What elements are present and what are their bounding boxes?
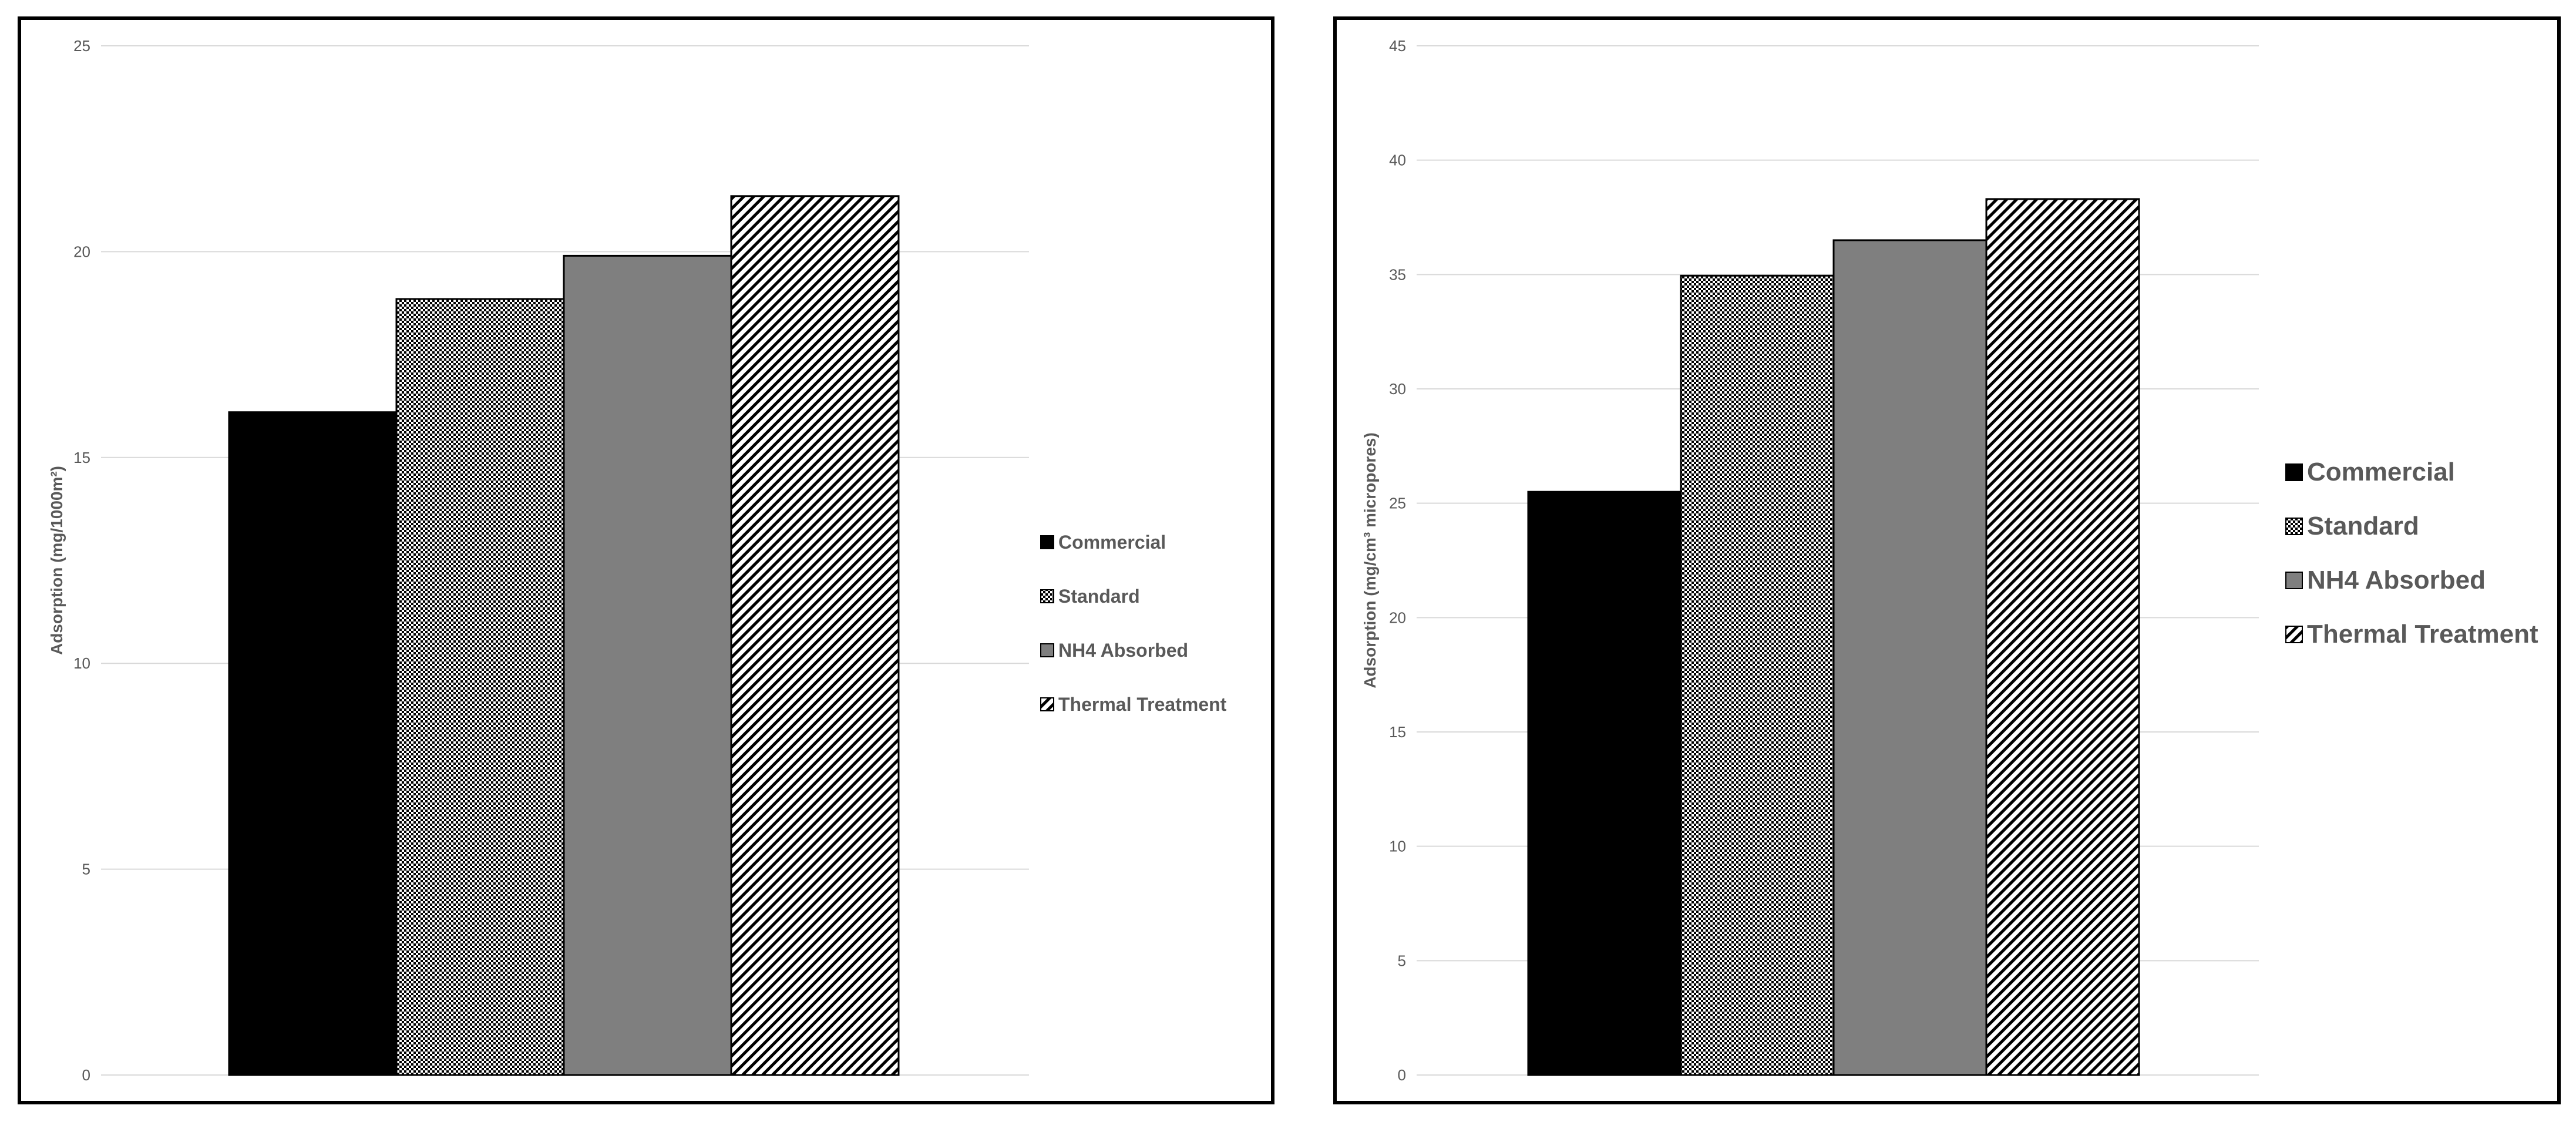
chart-panel-right: 0 5 10 15 20 25 30 35 40 45 Adsorption (mg/cm³ mic… — [1333, 16, 2561, 1104]
y-tick-label: 10 — [73, 654, 90, 672]
y-tick-label: 15 — [73, 449, 90, 466]
legend-label: Standard — [2307, 512, 2419, 540]
chart-right: 0 5 10 15 20 25 30 35 40 45 Adsorption (mg/cm³ mic… — [1361, 37, 2538, 1084]
legend-label: NH4 Absorbed — [2307, 566, 2486, 594]
y-tick-label: 5 — [1398, 952, 1406, 969]
legend-swatch — [1040, 643, 1054, 657]
y-tick-label: 25 — [73, 37, 90, 55]
legend-swatch — [1040, 697, 1054, 711]
y-tick-label: 35 — [1389, 266, 1406, 283]
y-tick-label: 45 — [1389, 37, 1406, 55]
legend-swatch — [2285, 518, 2303, 535]
y-tick-label: 10 — [1389, 838, 1406, 855]
y-tick-label: 0 — [82, 1066, 90, 1084]
bar-standard — [1680, 274, 1835, 1076]
legend-label: Commercial — [2307, 458, 2455, 486]
legend-label: NH4 Absorbed — [1058, 640, 1188, 661]
y-tick-label: 15 — [1389, 723, 1406, 741]
chart-panel-left: 0 5 10 15 20 25 Adsorption (mg/1000m²) Commerci… — [18, 16, 1274, 1104]
bar-nh4-absorbed — [1832, 239, 1988, 1076]
legend-swatch — [2285, 572, 2303, 589]
y-axis-label: Adsorption (mg/1000m²) — [48, 466, 66, 655]
y-tick-label: 30 — [1389, 380, 1406, 398]
legend-swatch — [2285, 463, 2303, 481]
y-axis-label: Adsorption (mg/cm³ micropores) — [1361, 432, 1379, 688]
legend-label: Thermal Treatment — [1058, 694, 1227, 715]
bar-commercial — [228, 411, 398, 1076]
y-tick-label: 5 — [82, 861, 90, 878]
bar-commercial — [1527, 491, 1682, 1076]
y-tick-label: 20 — [1389, 609, 1406, 626]
y-tick-label: 40 — [1389, 152, 1406, 169]
bar-standard — [395, 298, 565, 1076]
legend-swatch — [2285, 626, 2303, 643]
bar-thermal-treatment — [730, 195, 900, 1076]
y-tick-label: 25 — [1389, 495, 1406, 512]
bar-thermal-treatment — [1985, 198, 2140, 1076]
legend-swatch — [1040, 535, 1054, 549]
legend-label: Standard — [1058, 586, 1140, 607]
legend-label: Commercial — [1058, 532, 1166, 553]
bar-nh4-absorbed — [563, 254, 732, 1076]
y-tick-label: 0 — [1398, 1066, 1406, 1084]
y-tick-label: 20 — [73, 243, 90, 260]
chart-left: 0 5 10 15 20 25 Adsorption (mg/1000m²) Commerci… — [48, 37, 1227, 1084]
legend-swatch — [1040, 589, 1054, 603]
legend-label: Thermal Treatment — [2307, 620, 2538, 649]
